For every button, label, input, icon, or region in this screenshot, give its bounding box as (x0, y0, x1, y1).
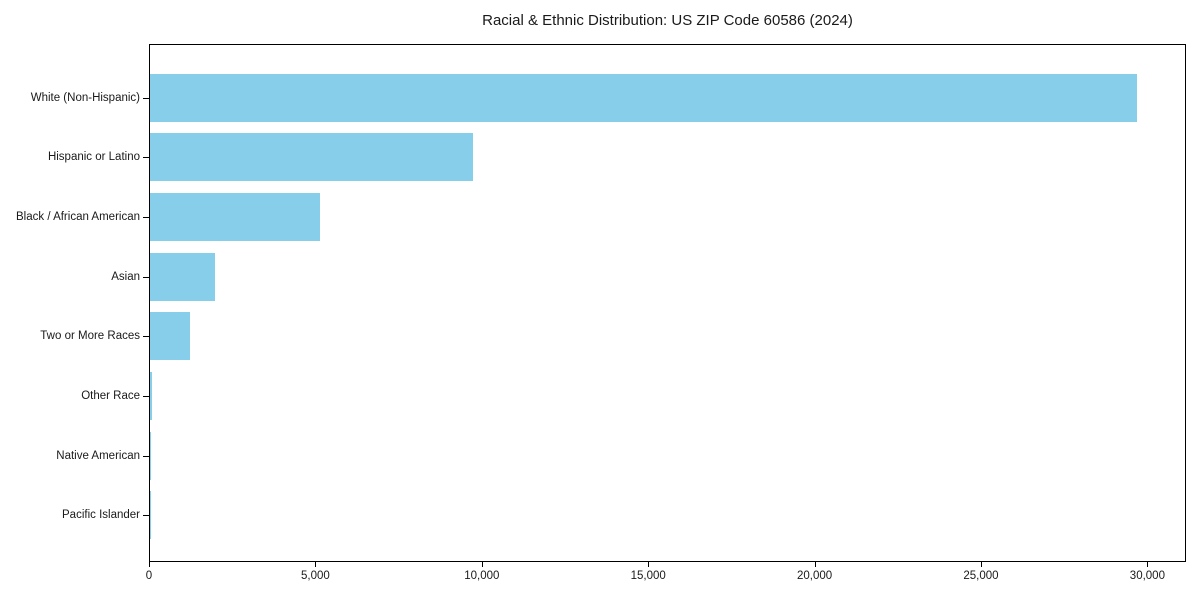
plot-area (149, 44, 1186, 562)
x-tick-mark (1147, 562, 1149, 567)
bar (150, 73, 1138, 122)
y-tick-mark (143, 216, 149, 218)
y-tick-label: Hispanic or Latino (47, 151, 140, 164)
bar (150, 252, 215, 301)
x-tick-mark (814, 562, 816, 567)
y-tick-mark (143, 276, 149, 278)
x-tick-mark (980, 562, 982, 567)
y-tick-label: Asian (111, 270, 140, 283)
y-tick-mark (143, 515, 149, 517)
bar (150, 431, 151, 480)
chart-title: Racial & Ethnic Distribution: US ZIP Cod… (482, 12, 853, 29)
y-tick-label: Native American (56, 449, 140, 462)
y-tick-mark (143, 336, 149, 338)
x-tick-mark (648, 562, 650, 567)
y-tick-mark (143, 455, 149, 457)
y-tick-mark (143, 157, 149, 159)
x-tick-label: 20,000 (797, 570, 833, 582)
bar (150, 133, 473, 182)
x-tick-mark (481, 562, 483, 567)
y-tick-label: Pacific Islander (62, 509, 140, 522)
bar (150, 312, 190, 361)
x-tick-label: 0 (145, 570, 153, 582)
x-tick-mark (315, 562, 317, 567)
y-tick-label: White (Non-Hispanic) (30, 91, 140, 104)
y-tick-mark (143, 396, 149, 397)
x-tick-label: 25,000 (963, 570, 999, 582)
y-tick-label: Two or More Races (40, 330, 140, 343)
y-tick-label: Other Race (81, 390, 140, 402)
bar (150, 192, 320, 241)
x-tick-mark (149, 562, 150, 567)
x-tick-label: 10,000 (464, 570, 500, 582)
x-tick-label: 5,000 (301, 570, 330, 582)
y-tick-label: Black / African American (16, 210, 140, 223)
y-tick-mark (143, 97, 149, 99)
x-tick-label: 15,000 (630, 570, 666, 582)
bar (150, 372, 152, 420)
x-tick-label: 30,000 (1129, 570, 1165, 582)
